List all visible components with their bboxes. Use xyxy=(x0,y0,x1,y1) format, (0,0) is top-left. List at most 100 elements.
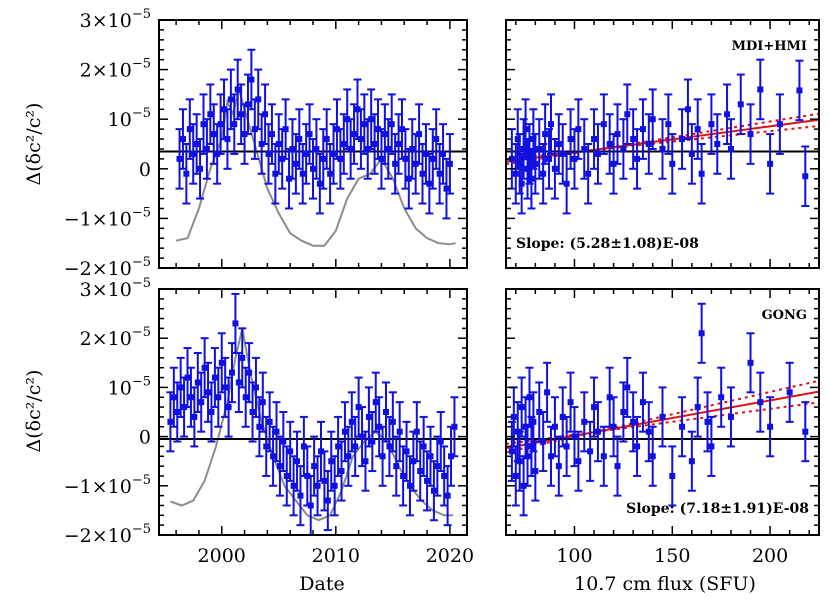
data-point xyxy=(218,359,225,366)
data-point xyxy=(406,482,413,489)
data-point xyxy=(232,320,239,327)
data-point xyxy=(299,170,306,177)
slope-label: Slope: (7.18±1.91)E-08 xyxy=(626,501,809,517)
data-point xyxy=(255,96,262,103)
data-point xyxy=(649,453,656,460)
y-tick-label-exponent: −5 xyxy=(132,7,151,22)
data-point xyxy=(351,131,358,138)
data-point xyxy=(210,131,217,138)
ylabel-top: Δ(δc²/c²) xyxy=(23,103,45,186)
instrument-label: MDI+HMI xyxy=(732,39,807,54)
data-point xyxy=(207,111,214,118)
data-point xyxy=(669,472,676,479)
y-tick-label: 3×10−5 xyxy=(80,7,151,32)
data-point xyxy=(540,170,547,177)
data-point xyxy=(307,502,314,509)
y-tick-label: −2×10−5 xyxy=(64,522,151,547)
data-point xyxy=(645,141,652,147)
data-point xyxy=(362,458,369,465)
data-point xyxy=(259,399,266,406)
x-tick-label: 200 xyxy=(752,545,788,567)
y-tick-label: 2×10−5 xyxy=(80,325,151,350)
data-point xyxy=(659,413,666,420)
data-point xyxy=(248,76,255,83)
data-point xyxy=(290,482,297,489)
y-tick-label: −1×10−5 xyxy=(64,205,151,230)
plot-area xyxy=(506,302,819,517)
data-point xyxy=(177,384,184,391)
data-point xyxy=(340,141,347,147)
data-point xyxy=(208,409,215,415)
data-point xyxy=(167,418,174,425)
data-point xyxy=(606,141,613,147)
data-point xyxy=(361,121,368,128)
data-point xyxy=(684,106,691,113)
data-point xyxy=(395,141,402,147)
data-point xyxy=(802,173,809,180)
fit-upper-bound xyxy=(506,379,819,454)
data-point xyxy=(520,145,527,152)
y-tick-label: −1×10−5 xyxy=(64,473,151,498)
data-point xyxy=(224,136,231,143)
data-point xyxy=(802,428,809,435)
data-point xyxy=(273,428,280,435)
data-point xyxy=(306,131,313,138)
data-point xyxy=(540,438,547,445)
data-point xyxy=(327,170,334,177)
data-point xyxy=(263,443,270,450)
data-point xyxy=(371,141,378,147)
data-point xyxy=(714,141,721,147)
data-point xyxy=(400,472,407,479)
data-point xyxy=(757,86,764,93)
data-point xyxy=(194,379,201,386)
data-point xyxy=(614,463,621,470)
data-point xyxy=(311,463,318,470)
data-point xyxy=(614,131,621,138)
y-tick-label-mantissa: 2×10 xyxy=(80,60,132,82)
data-point xyxy=(594,428,601,435)
data-point xyxy=(320,155,327,162)
data-point xyxy=(737,101,744,108)
data-point xyxy=(328,458,335,465)
data-point xyxy=(516,458,523,465)
data-point xyxy=(282,126,289,133)
data-point xyxy=(767,160,774,167)
data-point xyxy=(227,96,234,103)
data-point xyxy=(440,150,447,157)
data-point xyxy=(567,136,574,143)
data-point xyxy=(581,418,588,425)
data-point xyxy=(532,468,539,475)
data-point xyxy=(217,121,224,128)
data-point xyxy=(524,165,531,172)
data-point xyxy=(610,423,617,430)
data-point xyxy=(174,409,181,415)
data-point xyxy=(433,136,440,143)
y-tick-label-mantissa: −2×10 xyxy=(64,258,132,280)
data-point xyxy=(429,155,436,162)
data-point xyxy=(512,170,519,177)
y-tick-label-exponent: −5 xyxy=(132,522,151,537)
data-point xyxy=(357,136,364,143)
data-point xyxy=(292,160,299,167)
data-point xyxy=(443,185,450,192)
plot-frame xyxy=(505,19,820,269)
y-tick-label-mantissa: 3×10 xyxy=(80,279,132,301)
data-point xyxy=(639,399,646,406)
data-point xyxy=(591,404,598,411)
data-point xyxy=(297,492,304,499)
data-point xyxy=(184,374,191,381)
data-point xyxy=(249,409,256,415)
data-point xyxy=(385,145,392,152)
data-point xyxy=(388,121,395,128)
data-point xyxy=(183,170,190,177)
data-point xyxy=(287,448,294,455)
data-point xyxy=(776,121,783,128)
data-point xyxy=(420,443,427,450)
data-point xyxy=(437,438,444,445)
data-point xyxy=(430,487,437,494)
data-point xyxy=(262,111,269,118)
data-point xyxy=(624,384,631,391)
data-point xyxy=(341,428,348,435)
data-point xyxy=(571,433,578,440)
